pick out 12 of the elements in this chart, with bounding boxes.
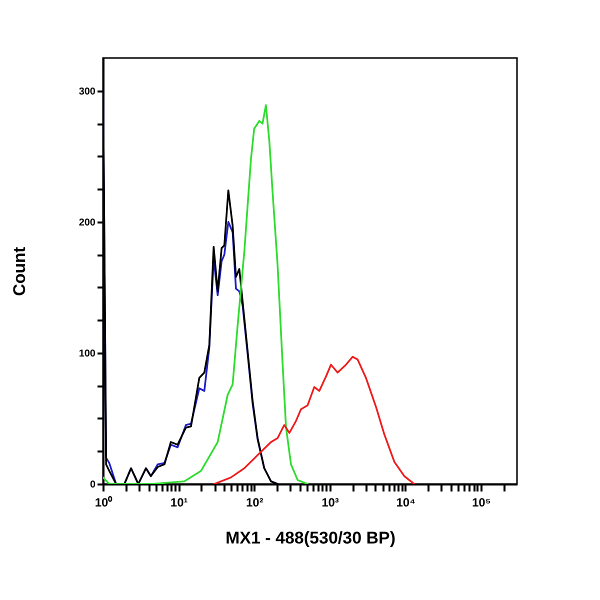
y-tick-label: 300 [78, 86, 96, 98]
x-tick-label: 10¹ [170, 496, 188, 510]
x-tick-label: 10² [246, 496, 264, 510]
x-tick-label: 10⁵ [472, 496, 491, 510]
x-tick-label: 10⁰ [94, 496, 114, 510]
y-tick-label: 100 [78, 348, 96, 360]
x-tick-label: 10³ [322, 496, 339, 510]
y-tick-label: 0 [90, 480, 96, 490]
y-axis-title: Count [10, 246, 29, 296]
x-tick-label: 10⁴ [396, 496, 416, 510]
x-axis-title: MX1 - 488(530/30 BP) [225, 528, 396, 548]
y-tick-label: 200 [78, 217, 96, 228]
